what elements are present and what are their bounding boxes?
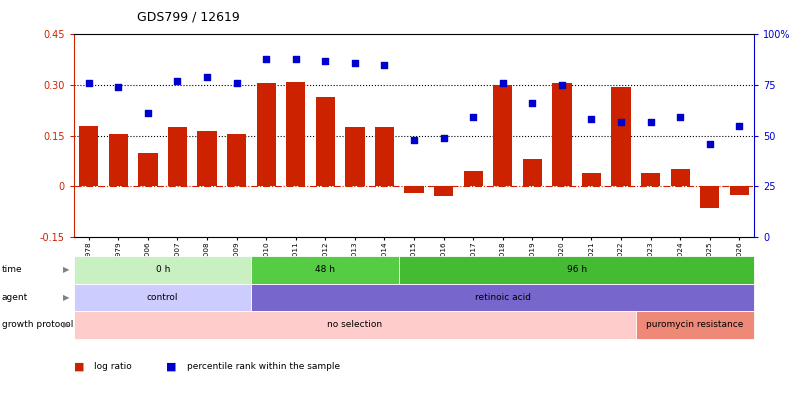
Bar — [374, 127, 393, 186]
Point — [585, 116, 597, 123]
Text: 48 h: 48 h — [315, 265, 335, 274]
Bar — [640, 173, 659, 186]
Bar — [316, 97, 335, 186]
Point — [437, 134, 450, 141]
Point — [82, 80, 95, 86]
Point — [525, 100, 538, 107]
Point — [703, 141, 715, 147]
Point — [112, 84, 124, 90]
Point — [377, 62, 390, 68]
Bar — [168, 127, 187, 186]
Text: log ratio: log ratio — [94, 362, 132, 371]
Point — [643, 118, 656, 125]
Bar — [492, 85, 512, 186]
Point — [555, 82, 568, 88]
Bar — [434, 186, 453, 196]
Bar — [611, 87, 630, 186]
Bar — [552, 83, 571, 186]
Point — [171, 78, 184, 84]
Bar — [226, 134, 246, 186]
Point — [348, 60, 361, 66]
Point — [495, 80, 508, 86]
Bar — [729, 186, 748, 195]
Point — [289, 55, 302, 62]
Text: ▶: ▶ — [63, 293, 70, 302]
Bar — [286, 82, 305, 186]
Text: ▶: ▶ — [63, 265, 70, 274]
Text: 0 h: 0 h — [155, 265, 169, 274]
Bar — [404, 186, 423, 193]
Bar — [79, 126, 98, 186]
Bar — [256, 83, 275, 186]
Bar — [138, 153, 157, 186]
Point — [201, 74, 214, 80]
Point — [673, 114, 686, 121]
Point — [141, 110, 154, 117]
Bar — [522, 159, 541, 186]
Text: 96 h: 96 h — [566, 265, 586, 274]
Point — [230, 80, 243, 86]
Point — [613, 118, 626, 125]
Point — [732, 122, 745, 129]
Text: ■: ■ — [74, 362, 84, 372]
Text: ▶: ▶ — [63, 320, 70, 329]
Point — [259, 55, 272, 62]
Bar — [699, 186, 719, 208]
Text: control: control — [147, 293, 178, 302]
Text: ■: ■ — [166, 362, 177, 372]
Text: no selection: no selection — [327, 320, 382, 329]
Bar — [108, 134, 128, 186]
Bar — [581, 173, 601, 186]
Text: puromycin resistance: puromycin resistance — [646, 320, 743, 329]
Text: retinoic acid: retinoic acid — [475, 293, 530, 302]
Text: percentile rank within the sample: percentile rank within the sample — [186, 362, 339, 371]
Point — [467, 114, 479, 121]
Text: GDS799 / 12619: GDS799 / 12619 — [137, 10, 239, 23]
Point — [407, 136, 420, 143]
Bar — [463, 171, 483, 186]
Text: growth protocol: growth protocol — [2, 320, 73, 329]
Text: agent: agent — [2, 293, 28, 302]
Point — [319, 58, 332, 64]
Bar — [670, 169, 689, 186]
Bar — [344, 127, 364, 186]
Bar — [198, 130, 216, 186]
Text: time: time — [2, 265, 22, 274]
